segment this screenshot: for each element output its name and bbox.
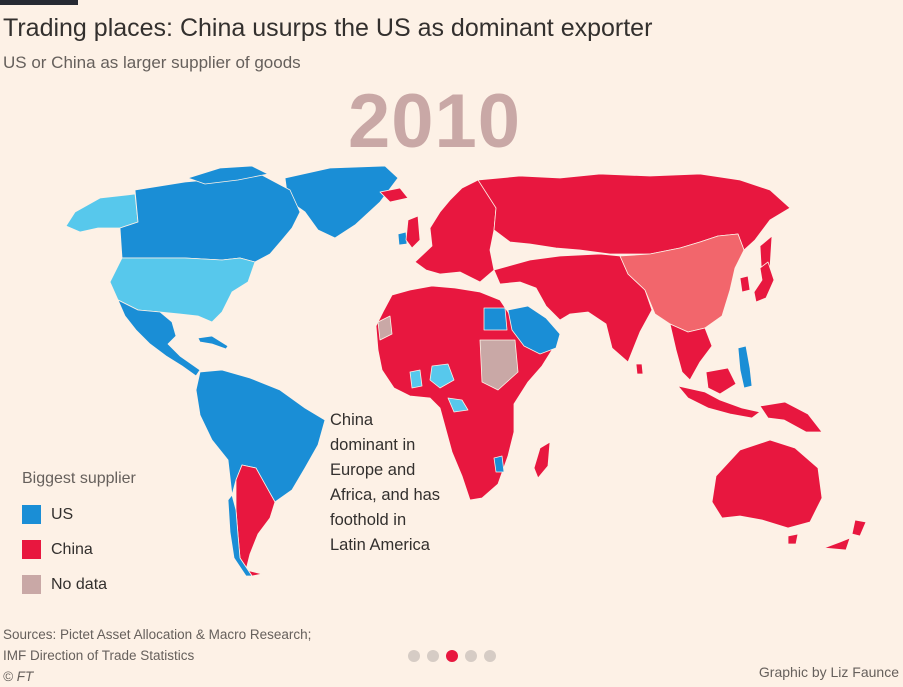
annotation-line: Europe and bbox=[330, 461, 416, 479]
region-madagascar bbox=[533, 441, 551, 479]
sources-line: Sources: Pictet Asset Allocation & Macro… bbox=[3, 627, 312, 642]
region-china bbox=[619, 233, 745, 333]
year-label: 2010 bbox=[348, 79, 522, 164]
region-uk bbox=[405, 215, 421, 249]
region-new-zealand bbox=[823, 519, 867, 551]
region-chile bbox=[227, 494, 253, 577]
region-southeast-asia bbox=[669, 323, 713, 381]
annotation-line: dominant in bbox=[330, 436, 416, 454]
annotation-line: China bbox=[330, 411, 374, 429]
region-japan bbox=[753, 261, 775, 303]
region-nigeria bbox=[429, 363, 455, 389]
region-ghana bbox=[409, 369, 423, 389]
region-korea bbox=[739, 275, 751, 293]
region-iceland bbox=[379, 187, 409, 203]
sources-line: IMF Direction of Trade Statistics bbox=[3, 648, 195, 663]
pagination-dot[interactable] bbox=[427, 650, 439, 662]
graphic-credit: Graphic by Liz Faunce bbox=[758, 664, 899, 680]
annotation-line: foothold in bbox=[330, 511, 407, 529]
world-map bbox=[65, 165, 867, 577]
region-saudi-arabia bbox=[507, 305, 561, 355]
region-russia bbox=[477, 173, 791, 255]
pagination-dot[interactable] bbox=[408, 650, 420, 662]
legend-label: No data bbox=[51, 575, 108, 593]
region-europe bbox=[414, 179, 501, 283]
pagination-dot[interactable] bbox=[465, 650, 477, 662]
region-australia bbox=[711, 439, 823, 529]
copyright: © FT bbox=[3, 669, 34, 684]
region-greenland bbox=[284, 165, 399, 239]
region-indonesia bbox=[677, 385, 761, 419]
legend-label: China bbox=[51, 540, 93, 558]
annotation-line: Africa, and has bbox=[330, 486, 441, 504]
region-new-guinea bbox=[759, 401, 823, 433]
region-ireland bbox=[397, 231, 408, 246]
region-angola bbox=[447, 397, 469, 413]
legend-title: Biggest supplier bbox=[22, 470, 136, 487]
annotation: China dominant in Europe and Africa, and… bbox=[330, 408, 440, 558]
legend: Biggest supplier US China No data bbox=[22, 470, 136, 602]
region-mexico bbox=[117, 299, 201, 377]
annotation-line: Latin America bbox=[330, 536, 430, 554]
sources: Sources: Pictet Asset Allocation & Macro… bbox=[3, 624, 311, 687]
region-mozambique bbox=[493, 455, 505, 473]
legend-swatch-china bbox=[22, 540, 41, 559]
region-egypt bbox=[483, 307, 508, 331]
region-arctic-islands bbox=[187, 165, 269, 185]
legend-item-us: US bbox=[22, 497, 136, 532]
chart-subtitle: US or China as larger supplier of goods bbox=[3, 53, 301, 72]
region-caribbean bbox=[197, 335, 229, 350]
pagination-dot[interactable] bbox=[446, 650, 458, 662]
legend-item-no-data: No data bbox=[22, 567, 136, 602]
region-western-sahara bbox=[377, 315, 393, 341]
region-philippines bbox=[737, 345, 753, 389]
region-sri-lanka bbox=[635, 363, 644, 375]
pagination-dot[interactable] bbox=[484, 650, 496, 662]
region-canada bbox=[119, 173, 301, 263]
legend-swatch-us bbox=[22, 505, 41, 524]
region-middle-east-asia bbox=[493, 253, 653, 363]
region-africa bbox=[375, 285, 553, 501]
region-borneo bbox=[705, 367, 737, 395]
region-tasmania bbox=[787, 533, 799, 545]
brand-bar bbox=[0, 0, 78, 5]
region-sudan bbox=[479, 339, 519, 391]
pagination-dots bbox=[408, 650, 496, 662]
region-argentina bbox=[235, 464, 276, 577]
legend-item-china: China bbox=[22, 532, 136, 567]
chart-title: Trading places: China usurps the US as d… bbox=[3, 14, 653, 42]
legend-label: US bbox=[51, 505, 74, 523]
legend-swatch-no-data bbox=[22, 575, 41, 594]
